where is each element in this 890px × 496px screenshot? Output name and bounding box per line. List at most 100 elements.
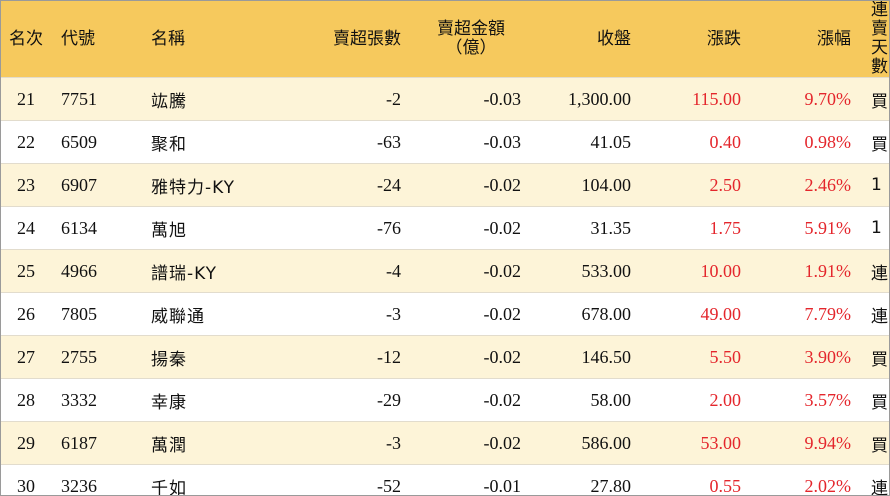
cell-name: 萬旭 (151, 220, 187, 241)
cell-code: 6907 (61, 174, 97, 195)
col-header-pct: 漲幅 (817, 28, 851, 49)
cell-change: 2.50 (709, 174, 742, 195)
table-row: 21 7751 竑騰 -2 -0.03 1,300.00 115.00 9.70% 買 → 連 … (1, 77, 889, 121)
cell-streak: 1 (871, 218, 883, 238)
cell-pct: 2.46% (804, 174, 852, 195)
cell-short-amount: -0.03 (483, 131, 522, 152)
cell-name: 竑騰 (151, 91, 187, 112)
cell-short-amount: -0.02 (483, 217, 522, 238)
cell-close: 58.00 (590, 389, 632, 410)
cell-code: 4966 (61, 260, 97, 281)
cell-streak: 連 3 賣 (871, 263, 889, 284)
table-row: 30 3236 千如 -52 -0.01 27.80 0.55 2.02% 連 2 買 → 連 … (1, 464, 889, 496)
cell-change: 10.00 (700, 260, 742, 281)
col-header-short-amount-line2: （億） (445, 38, 497, 58)
cell-rank: 29 (17, 432, 35, 453)
col-header-code: 代號 (61, 28, 95, 49)
header-row: 名次 代號 名稱 賣超張數 賣超金額 （億） 收盤 漲跌 漲幅 連賣天數 (1, 1, 889, 78)
cell-short-lots: -3 (386, 303, 401, 324)
cell-close: 27.80 (590, 475, 632, 496)
cell-short-lots: -4 (386, 260, 401, 281)
cell-code: 6187 (61, 432, 97, 453)
cell-code: 3236 (61, 475, 97, 496)
cell-short-lots: -24 (377, 174, 401, 195)
cell-close: 533.00 (581, 260, 632, 281)
cell-short-lots: -29 (377, 389, 401, 410)
table-row: 25 4966 譜瑞-KY -4 -0.02 533.00 10.00 1.91% 連 3 賣 (1, 249, 889, 293)
cell-short-lots: -76 (377, 217, 401, 238)
cell-streak: 買 → 連 4 賣 (871, 435, 889, 456)
col-header-close: 收盤 (597, 28, 631, 49)
cell-rank: 23 (17, 174, 35, 195)
cell-close: 586.00 (581, 432, 632, 453)
cell-short-amount: -0.01 (483, 475, 522, 496)
table-row: 29 6187 萬潤 -3 -0.02 586.00 53.00 9.94% 買 → 連 4 賣 (1, 421, 889, 465)
cell-pct: 5.91% (804, 217, 852, 238)
cell-short-amount: -0.03 (483, 88, 522, 109)
cell-change: 115.00 (692, 88, 741, 109)
cell-name: 揚秦 (151, 349, 187, 370)
table-row: 26 7805 威聯通 -3 -0.02 678.00 49.00 7.79% 連 5 賣 (1, 292, 889, 336)
cell-rank: 26 (17, 303, 35, 324)
cell-code: 2755 (61, 346, 97, 367)
cell-close: 104.00 (581, 174, 632, 195)
cell-streak: 1 (871, 175, 883, 195)
cell-short-lots: -2 (386, 88, 401, 109)
cell-change: 0.55 (709, 475, 742, 496)
cell-pct: 7.79% (804, 303, 852, 324)
cell-short-amount: -0.02 (483, 260, 522, 281)
cell-short-amount: -0.02 (483, 432, 522, 453)
cell-streak: 買 → 連 2 賣 (871, 392, 889, 413)
cell-name: 譜瑞-KY (151, 263, 218, 284)
cell-short-lots: -3 (386, 432, 401, 453)
cell-code: 3332 (61, 389, 97, 410)
table-row: 22 6509 聚和 -63 -0.03 41.05 0.40 0.98% 買 → 連 2 賣 (1, 120, 889, 164)
cell-streak: 買 → 連 2 賣 (871, 134, 889, 155)
cell-change: 49.00 (700, 303, 742, 324)
cell-rank: 24 (17, 217, 35, 238)
cell-close: 1,300.00 (568, 88, 631, 109)
col-header-short-lots: 賣超張數 (333, 28, 401, 49)
table-row: 28 3332 幸康 -29 -0.02 58.00 2.00 3.57% 買 → 連 2 賣 (1, 378, 889, 422)
cell-change: 2.00 (709, 389, 742, 410)
cell-streak: 買 → 連 3 賣 (871, 91, 889, 112)
col-header-short-amount-line1: 賣超金額 (437, 19, 505, 39)
table-header: 名次 代號 名稱 賣超張數 賣超金額 （億） 收盤 漲跌 漲幅 連賣天數 (1, 1, 889, 78)
cell-rank: 27 (17, 346, 35, 367)
cell-short-amount: -0.02 (483, 174, 522, 195)
cell-change: 1.75 (709, 217, 742, 238)
cell-pct: 9.94% (804, 432, 852, 453)
cell-change: 0.40 (709, 131, 742, 152)
cell-code: 7805 (61, 303, 97, 324)
cell-pct: 2.02% (804, 475, 852, 496)
cell-streak: 買 → 連 2 賣 (871, 349, 889, 370)
cell-close: 41.05 (590, 131, 632, 152)
cell-rank: 30 (17, 475, 35, 496)
cell-streak: 連 2 買 → 連 3 賣 (871, 478, 889, 496)
cell-short-lots: -12 (377, 346, 401, 367)
cell-pct: 9.70% (804, 88, 852, 109)
cell-close: 31.35 (590, 217, 632, 238)
cell-short-amount: -0.02 (483, 303, 522, 324)
cell-name: 聚和 (151, 134, 187, 155)
cell-close: 678.00 (581, 303, 632, 324)
cell-rank: 28 (17, 389, 35, 410)
col-header-streak: 連賣天數 (871, 0, 888, 77)
cell-code: 7751 (61, 88, 97, 109)
cell-pct: 0.98% (804, 131, 852, 152)
col-header-short-amount: 賣超金額 （億） (411, 1, 531, 78)
table-row: 27 2755 揚秦 -12 -0.02 146.50 5.50 3.90% 買 → 連 2 賣 (1, 335, 889, 379)
cell-pct: 3.90% (804, 346, 852, 367)
cell-close: 146.50 (581, 346, 632, 367)
table-row: 23 6907 雅特力-KY -24 -0.02 104.00 2.50 2.46% 1 (1, 163, 889, 207)
cell-pct: 3.57% (804, 389, 852, 410)
cell-pct: 1.91% (804, 260, 852, 281)
cell-code: 6509 (61, 131, 97, 152)
cell-rank: 21 (17, 88, 35, 109)
cell-change: 5.50 (709, 346, 742, 367)
cell-short-amount: -0.02 (483, 346, 522, 367)
col-header-name: 名稱 (151, 28, 185, 49)
cell-short-lots: -52 (377, 475, 401, 496)
